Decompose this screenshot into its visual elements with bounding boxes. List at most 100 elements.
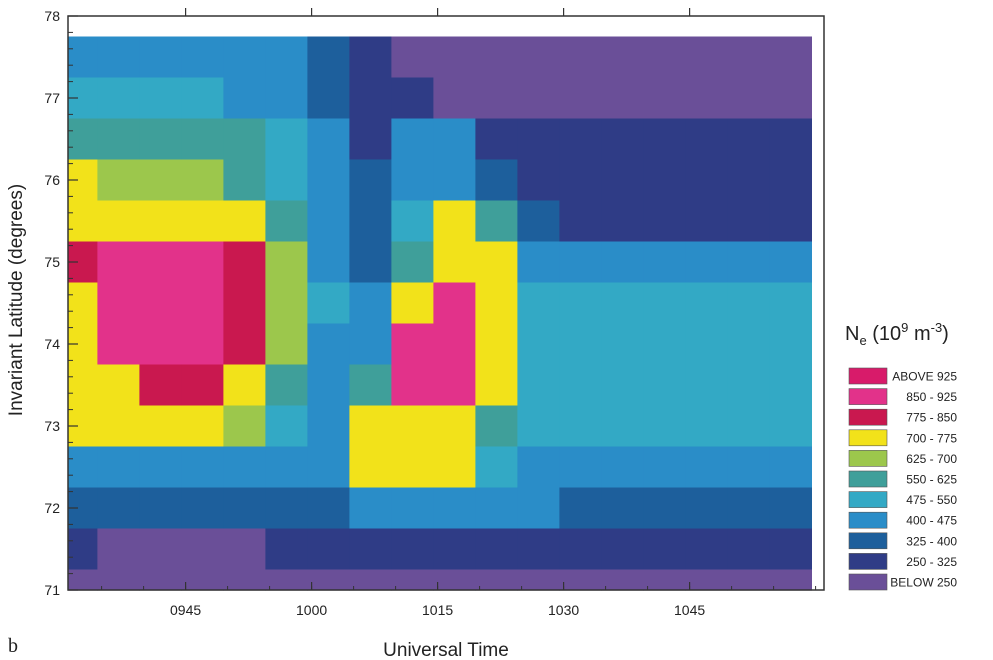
heatmap-cell bbox=[643, 528, 686, 571]
heatmap-cell bbox=[97, 159, 140, 202]
heatmap-cell bbox=[475, 323, 518, 366]
legend-label: 700 - 775 bbox=[906, 431, 957, 445]
heatmap-cell bbox=[265, 282, 308, 325]
heatmap-cell bbox=[223, 323, 266, 366]
heatmap-cell bbox=[97, 118, 140, 161]
heatmap-cell bbox=[559, 118, 602, 161]
heatmap-cell bbox=[349, 487, 392, 530]
heatmap-cell bbox=[727, 487, 770, 530]
heatmap-cell bbox=[139, 487, 182, 530]
heatmap-cell bbox=[601, 569, 644, 591]
heatmap-cell bbox=[475, 77, 518, 120]
heatmap-cell bbox=[97, 364, 140, 407]
heatmap-cell bbox=[265, 241, 308, 284]
heatmap-cell bbox=[223, 569, 266, 591]
heatmap-cell bbox=[307, 200, 350, 243]
legend-label: BELOW 250 bbox=[890, 576, 957, 590]
heatmap-cell bbox=[139, 77, 182, 120]
heatmap-cell bbox=[265, 159, 308, 202]
heatmap-cell bbox=[68, 36, 98, 79]
heatmap-cell bbox=[265, 528, 308, 571]
heatmap-cell bbox=[517, 282, 560, 325]
y-axis-title: Invariant Latitude (degrees) bbox=[6, 184, 27, 416]
heatmap-cell bbox=[475, 446, 518, 489]
heatmap-cell bbox=[97, 405, 140, 448]
heatmap-cell bbox=[475, 36, 518, 79]
heatmap-cell bbox=[769, 364, 812, 407]
heatmap-cell bbox=[307, 446, 350, 489]
heatmap-cell bbox=[181, 241, 224, 284]
y-tick-label: 78 bbox=[44, 8, 60, 24]
heatmap-cell bbox=[433, 569, 476, 591]
heatmap-cell bbox=[68, 364, 98, 407]
heatmap-cell bbox=[685, 528, 728, 571]
heatmap-cell bbox=[643, 36, 686, 79]
y-tick-label: 72 bbox=[44, 500, 60, 516]
heatmap-cell bbox=[517, 77, 560, 120]
heatmap-cell bbox=[559, 405, 602, 448]
x-axis-title: Universal Time bbox=[383, 640, 509, 660]
heatmap-cell bbox=[68, 200, 98, 243]
heatmap-cell bbox=[139, 364, 182, 407]
heatmap-cell bbox=[433, 200, 476, 243]
heatmap-cell bbox=[601, 405, 644, 448]
heatmap-cell bbox=[181, 569, 224, 591]
heatmap-cell bbox=[181, 118, 224, 161]
heatmap-cell bbox=[559, 364, 602, 407]
heatmap-cell bbox=[769, 487, 812, 530]
heatmap-cell bbox=[223, 118, 266, 161]
heatmap-cell bbox=[391, 77, 434, 120]
heatmap-cell bbox=[223, 405, 266, 448]
heatmap-cell bbox=[517, 200, 560, 243]
legend-label: 400 - 475 bbox=[906, 514, 957, 528]
legend-swatch bbox=[848, 450, 888, 467]
heatmap-cell bbox=[601, 323, 644, 366]
heatmap-cell bbox=[769, 405, 812, 448]
heatmap-cell bbox=[601, 159, 644, 202]
heatmap-cell bbox=[559, 487, 602, 530]
heatmap-cell bbox=[349, 323, 392, 366]
heatmap-cell bbox=[391, 200, 434, 243]
heatmap-cell bbox=[685, 36, 728, 79]
heatmap-cell bbox=[685, 118, 728, 161]
heatmap-cell bbox=[68, 118, 98, 161]
legend-swatch bbox=[848, 491, 888, 508]
heatmap-cell bbox=[517, 569, 560, 591]
heatmap-cell bbox=[433, 487, 476, 530]
heatmap-cell bbox=[685, 487, 728, 530]
heatmap-cell bbox=[391, 487, 434, 530]
heatmap-cell bbox=[643, 200, 686, 243]
heatmap-cell bbox=[475, 118, 518, 161]
y-tick-label: 73 bbox=[44, 418, 60, 434]
heatmap-cell bbox=[139, 118, 182, 161]
heatmap-cell bbox=[265, 200, 308, 243]
heatmap-cell bbox=[475, 405, 518, 448]
heatmap-cell bbox=[391, 36, 434, 79]
heatmap-cell bbox=[97, 200, 140, 243]
heatmap-cell bbox=[517, 159, 560, 202]
legend-label: 325 - 400 bbox=[906, 534, 957, 548]
heatmap-cell bbox=[223, 241, 266, 284]
heatmap-cell bbox=[769, 323, 812, 366]
y-tick-label: 76 bbox=[44, 172, 60, 188]
legend-label: 550 - 625 bbox=[906, 473, 957, 487]
heatmap-cell bbox=[559, 77, 602, 120]
heatmap-cell bbox=[643, 118, 686, 161]
heatmap-cell bbox=[643, 159, 686, 202]
heatmap-cell bbox=[139, 36, 182, 79]
legend-label: ABOVE 925 bbox=[892, 370, 957, 384]
heatmap-cell bbox=[349, 77, 392, 120]
heatmap-cell bbox=[559, 241, 602, 284]
x-tick-label: 0945 bbox=[170, 602, 201, 618]
heatmap-cell bbox=[727, 364, 770, 407]
heatmap-cell bbox=[601, 487, 644, 530]
heatmap-cell bbox=[349, 569, 392, 591]
heatmap-cell bbox=[139, 569, 182, 591]
heatmap-cell bbox=[601, 364, 644, 407]
heatmap-cell bbox=[307, 282, 350, 325]
heatmap-cell bbox=[643, 405, 686, 448]
heatmap-cell bbox=[559, 200, 602, 243]
heatmap-cell bbox=[727, 323, 770, 366]
heatmap-cell bbox=[391, 364, 434, 407]
